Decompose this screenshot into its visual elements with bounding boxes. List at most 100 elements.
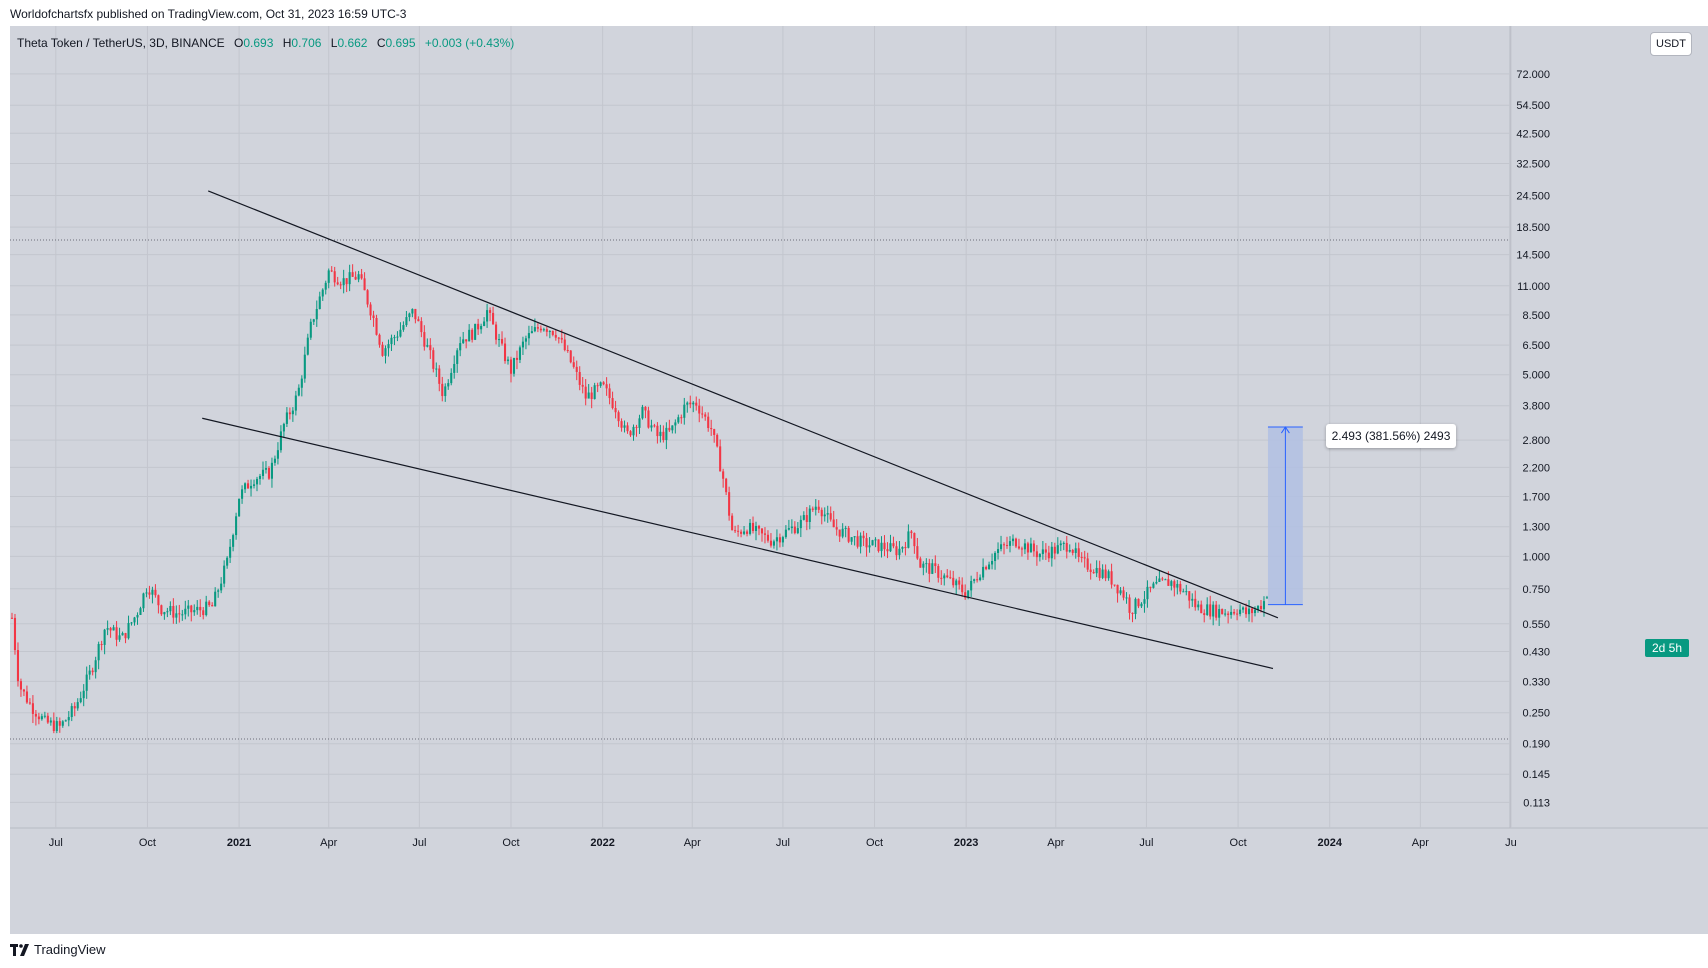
candle-body — [1101, 569, 1104, 578]
candle-body — [515, 357, 519, 360]
candle-body — [841, 528, 844, 537]
candle-body — [312, 319, 315, 322]
candle-body — [211, 605, 214, 607]
candle-body — [572, 362, 575, 367]
candle-body — [1128, 597, 1131, 613]
candle-body — [683, 404, 686, 418]
candle-body — [581, 384, 584, 387]
price-chart[interactable]: 72.000 54.500 42.500 32.500 24.500 18.500 14.5… — [10, 26, 1708, 934]
candle-body — [527, 333, 530, 339]
candle-body — [1203, 613, 1206, 616]
candle-body — [339, 284, 342, 286]
candle-body — [97, 644, 100, 661]
candle-body — [569, 350, 572, 363]
candle-body — [1245, 607, 1248, 615]
candle-body — [420, 321, 423, 333]
candle-body — [1179, 583, 1182, 592]
candle-body — [67, 717, 70, 721]
price-tick-label: 32.500 — [1516, 159, 1550, 171]
candle-body — [435, 368, 438, 370]
candle-body — [10, 617, 14, 619]
candle-body — [13, 617, 17, 651]
candle-body — [668, 427, 671, 431]
high-value: 0.706 — [291, 36, 322, 50]
candle-body — [64, 720, 67, 722]
candle-body — [229, 546, 232, 558]
candle-body — [73, 706, 76, 709]
candle-body — [133, 617, 136, 623]
candle-body — [1218, 609, 1221, 618]
candle-body — [462, 339, 465, 344]
candle-body — [1185, 591, 1188, 593]
currency-button[interactable]: USDT — [1650, 32, 1692, 56]
candle-body — [599, 382, 602, 386]
price-tick-label: 0.190 — [1522, 739, 1550, 751]
open-value: 0.693 — [243, 36, 274, 50]
candle-body — [360, 274, 363, 279]
candle-body — [937, 566, 940, 578]
candle-body — [922, 563, 925, 568]
candle-body — [996, 549, 1000, 553]
candle-body — [205, 601, 208, 616]
candle-body — [1092, 571, 1095, 574]
candle-body — [766, 534, 770, 541]
candle-body — [372, 315, 375, 318]
candle-body — [740, 531, 743, 534]
candle-body — [728, 492, 731, 516]
candle-body — [279, 431, 282, 451]
time-tick-label: 2023 — [954, 837, 978, 849]
candle-body — [1068, 550, 1071, 552]
candle-body — [796, 528, 799, 534]
tradingview-footer[interactable]: TradingView — [10, 942, 106, 957]
candle-body — [172, 606, 175, 618]
candle-body — [456, 350, 459, 364]
candle-body — [294, 395, 297, 411]
candle-body — [88, 670, 91, 675]
candle-body — [521, 341, 524, 348]
candle-body — [1173, 581, 1176, 588]
candle-body — [671, 425, 674, 431]
candle-body — [1038, 554, 1041, 558]
candle-body — [713, 429, 716, 435]
candle-body — [892, 543, 895, 547]
published-caption: Worldofchartsfx published on TradingView… — [10, 7, 407, 21]
candle-body — [291, 410, 294, 415]
candle-body — [557, 337, 560, 339]
candle-body — [949, 577, 952, 579]
candle-body — [650, 425, 653, 428]
upper-trendline — [207, 190, 1279, 619]
time-tick-label: Apr — [684, 837, 701, 849]
candle-body — [130, 622, 133, 624]
candle-body — [43, 715, 46, 717]
candle-body — [169, 606, 172, 612]
time-tick-label: Apr — [1047, 837, 1064, 849]
candle-body — [178, 613, 181, 615]
measure-tool — [1267, 426, 1303, 606]
candle-body — [309, 321, 312, 338]
candle-body — [139, 608, 142, 615]
time-tick-label: Oct — [866, 837, 883, 849]
candle-body — [318, 296, 321, 309]
candle-body — [982, 566, 985, 578]
candle-body — [940, 577, 943, 579]
candle-body — [55, 721, 58, 731]
candle-body — [163, 612, 166, 615]
candle-body — [1206, 604, 1209, 616]
candle-body — [859, 535, 862, 547]
low-label: L — [330, 36, 338, 50]
candle-body — [1155, 581, 1158, 584]
candle-body — [384, 348, 387, 356]
candle-body — [554, 334, 557, 338]
candle-body — [85, 674, 88, 691]
time-tick-label: Jul — [776, 837, 790, 849]
candle-body — [273, 458, 276, 463]
candle-body — [16, 650, 20, 682]
candle-body — [94, 660, 97, 673]
candle-body — [1170, 581, 1173, 586]
candle-body — [509, 359, 513, 374]
candle-body — [1167, 579, 1170, 586]
candle-body — [835, 527, 838, 530]
candle-body — [692, 402, 695, 405]
candle-body — [1014, 538, 1018, 547]
time-tick-label: Oct — [502, 837, 519, 849]
